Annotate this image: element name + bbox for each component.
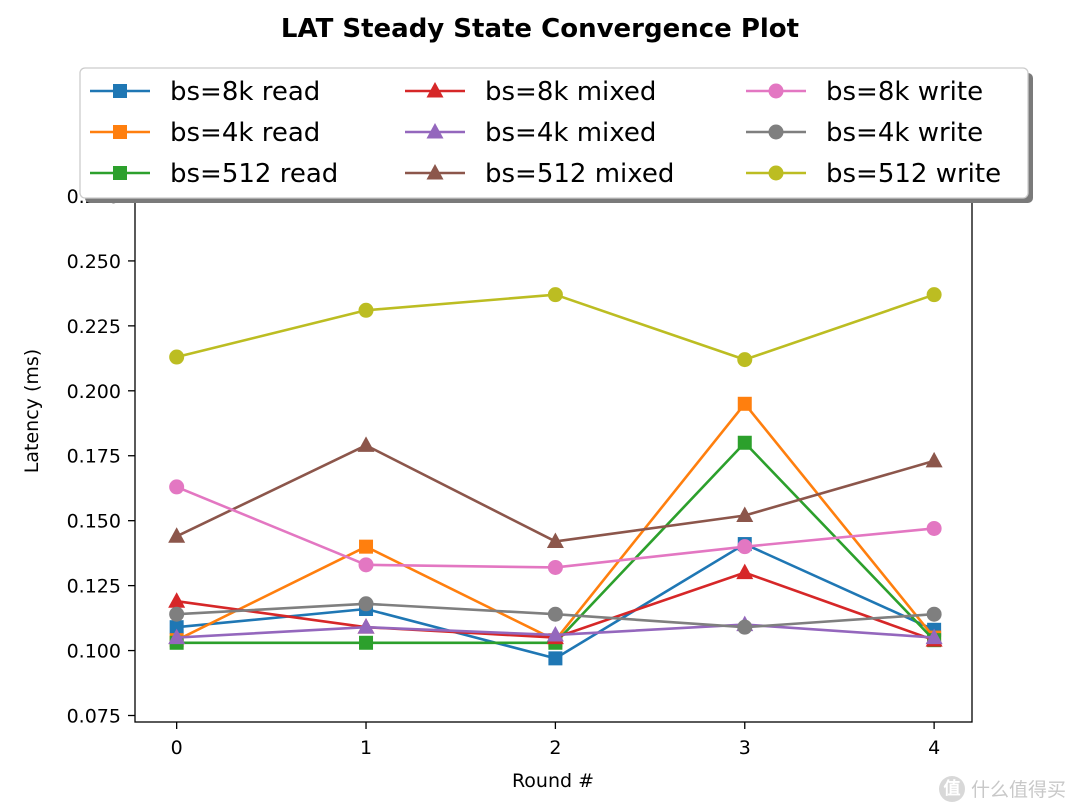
- y-tick-label: 0.125: [67, 576, 121, 598]
- legend-item-bs-4k-write: bs=4k write: [746, 118, 983, 148]
- legend-label: bs=4k mixed: [485, 118, 656, 148]
- data-point-bs-4k-read: [737, 396, 752, 411]
- legend-label: bs=4k write: [826, 118, 983, 148]
- watermark-text: 什么值得买: [970, 779, 1066, 801]
- x-tick-label: 3: [739, 737, 751, 759]
- data-point-bs-512-mixed: [546, 532, 564, 548]
- data-point-bs-512-write: [926, 287, 942, 303]
- data-point-bs-512-mixed: [736, 506, 754, 522]
- series-bs-512-mixed: [168, 436, 943, 548]
- data-point-bs-512-mixed: [168, 527, 186, 543]
- data-point-bs-8k-mixed: [736, 563, 754, 580]
- data-point-bs-4k-mixed: [925, 628, 943, 645]
- y-tick-label: 0.100: [67, 641, 121, 663]
- data-point-bs-4k-read: [359, 539, 374, 554]
- legend-marker: [768, 124, 784, 140]
- data-point-bs-4k-write: [547, 606, 563, 622]
- data-point-bs-8k-read: [548, 651, 563, 666]
- data-point-bs-512-mixed: [925, 451, 943, 468]
- legend-item-bs-512-mixed: bs=512 mixed: [405, 159, 674, 189]
- y-tick-label: 0.200: [67, 381, 121, 403]
- data-point-bs-8k-write: [737, 539, 753, 555]
- legend-marker: [113, 125, 127, 139]
- series-line-bs-512-write: [176, 293, 935, 361]
- x-tick-label: 2: [549, 737, 561, 759]
- legend-item-bs-4k-read: bs=4k read: [90, 118, 320, 148]
- legend-marker: [426, 123, 444, 139]
- y-tick-label: 0.150: [67, 511, 121, 533]
- data-point-bs-8k-write: [169, 479, 185, 495]
- x-tick-label: 1: [360, 737, 372, 759]
- data-point-bs-512-read: [737, 435, 752, 450]
- data-point-bs-512-write: [169, 349, 185, 365]
- data-point-bs-4k-write: [169, 606, 185, 622]
- series-line-bs-512-mixed: [176, 444, 935, 543]
- chart-title: LAT Steady State Convergence Plot: [281, 14, 799, 44]
- y-axis-label: Latency (ms): [21, 349, 43, 473]
- data-point-bs-4k-write: [358, 596, 374, 612]
- legend-marker: [768, 83, 784, 99]
- legend-label: bs=512 write: [826, 159, 1001, 189]
- legend-marker: [768, 165, 784, 181]
- legend-label: bs=8k read: [170, 77, 320, 107]
- data-point-bs-8k-write: [547, 559, 563, 575]
- y-tick-label: 0.175: [67, 446, 121, 468]
- y-tick-label: 0.075: [67, 706, 121, 728]
- legend-label: bs=8k write: [826, 77, 983, 107]
- legend-label: bs=512 mixed: [485, 159, 674, 189]
- watermark-logo-icon: 值: [938, 775, 965, 802]
- plot-area: 0 1 2 3 4 0.075 0.100 0.125 0.150 0.175 0.200 0.225…: [67, 169, 973, 759]
- y-tick-label: 0.225: [67, 316, 121, 338]
- watermark: 值 什么值得买: [938, 775, 1066, 802]
- x-tick-label: 0: [171, 737, 183, 759]
- series-bs-512-write: [169, 287, 942, 368]
- data-point-bs-512-write: [737, 352, 753, 368]
- legend-box: [79, 67, 1029, 199]
- data-point-bs-512-write: [547, 287, 563, 303]
- series-bs-8k-write: [169, 479, 942, 575]
- legend-label: bs=512 read: [170, 159, 338, 189]
- data-point-bs-4k-mixed: [546, 625, 564, 642]
- data-point-bs-8k-mixed: [168, 592, 186, 608]
- legend-item-bs-4k-mixed: bs=4k mixed: [405, 118, 656, 148]
- x-tick-label: 4: [928, 737, 940, 759]
- legend-marker: [426, 164, 444, 180]
- legend-item-bs-8k-read: bs=8k read: [90, 77, 320, 107]
- data-point-bs-4k-mixed: [357, 618, 375, 634]
- legend-marker: [426, 82, 444, 98]
- series-bs-4k-write: [169, 596, 942, 635]
- data-point-bs-8k-write: [926, 520, 942, 536]
- data-point-bs-4k-write: [926, 606, 942, 622]
- y-tick-label: 0.250: [67, 251, 121, 273]
- data-point-bs-4k-mixed: [168, 628, 186, 645]
- legend-item-bs-8k-mixed: bs=8k mixed: [405, 77, 656, 107]
- legend-label: bs=4k read: [170, 118, 320, 148]
- x-axis-label: Round #: [512, 770, 594, 792]
- legend-marker: [113, 84, 127, 98]
- data-point-bs-512-read: [359, 635, 374, 650]
- legend-item-bs-8k-write: bs=8k write: [746, 77, 983, 107]
- legend-label: bs=8k mixed: [485, 77, 656, 107]
- legend-item-bs-512-read: bs=512 read: [90, 159, 338, 189]
- data-point-bs-8k-read: [169, 620, 184, 635]
- data-point-bs-8k-write: [358, 557, 374, 573]
- legend-item-bs-512-write: bs=512 write: [746, 159, 1001, 189]
- data-point-bs-512-write: [358, 302, 374, 318]
- legend: bs=8k read bs=4k read bs=512 read bs=8k mix…: [79, 67, 1033, 203]
- data-point-bs-4k-write: [737, 619, 753, 635]
- legend-marker: [113, 166, 127, 180]
- data-point-bs-512-mixed: [357, 436, 375, 452]
